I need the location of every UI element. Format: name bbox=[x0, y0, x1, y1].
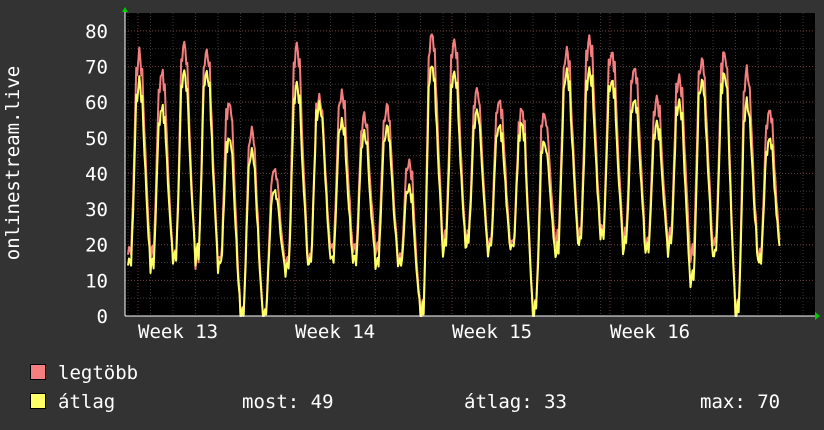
y-tick-label: 0 bbox=[97, 306, 108, 328]
legend-label-atlag: átlag bbox=[58, 391, 116, 413]
series-atlag bbox=[127, 65, 781, 317]
legend-label-legtobb: legtöbb bbox=[58, 362, 139, 384]
series-line-atlag bbox=[127, 65, 781, 317]
y-axis-arrow bbox=[122, 7, 128, 12]
legend-atlag: átlag bbox=[30, 391, 115, 413]
legend-legtobb: legtöbb bbox=[30, 362, 138, 384]
x-tick-label: Week 14 bbox=[295, 321, 375, 343]
stat-avg: átlag: 33 bbox=[464, 391, 567, 413]
y-axis-label: onlinestream.live bbox=[2, 66, 24, 260]
y-tick-label: 70 bbox=[85, 56, 108, 78]
x-tick-label: Week 16 bbox=[610, 321, 690, 343]
x-tick-labels: Week 13 Week 14 Week 15 Week 16 bbox=[138, 321, 690, 343]
y-tick-label: 30 bbox=[85, 199, 108, 221]
x-tick-label: Week 15 bbox=[452, 321, 532, 343]
y-tick-labels: 0 10 20 30 40 50 60 70 80 bbox=[85, 21, 108, 328]
x-axis-arrow bbox=[815, 312, 820, 320]
legend-swatch-atlag bbox=[30, 392, 46, 409]
stat-now: most: 49 bbox=[242, 391, 334, 413]
x-tick-label: Week 13 bbox=[138, 321, 218, 343]
plot-area bbox=[125, 13, 815, 316]
y-tick-label: 10 bbox=[85, 270, 108, 292]
y-tick-label: 60 bbox=[85, 92, 108, 114]
y-tick-label: 50 bbox=[85, 128, 108, 150]
stat-max: max: 70 bbox=[700, 391, 781, 413]
legend-swatch-legtobb bbox=[30, 363, 46, 380]
y-tick-label: 20 bbox=[85, 235, 108, 257]
y-tick-label: 40 bbox=[85, 163, 108, 185]
y-tick-label: 80 bbox=[85, 21, 108, 43]
